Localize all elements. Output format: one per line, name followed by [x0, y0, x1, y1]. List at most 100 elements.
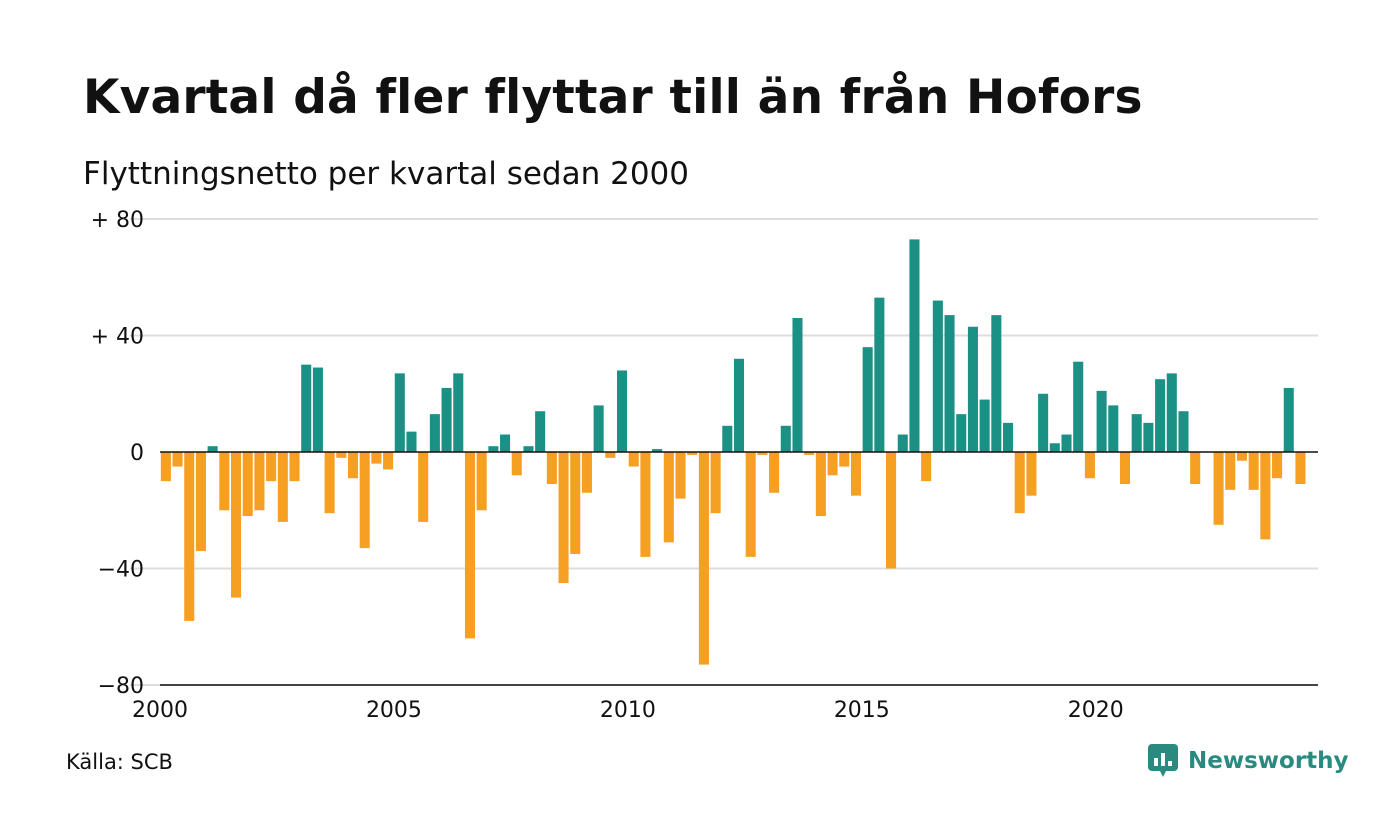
bar — [1143, 422, 1154, 452]
bar — [476, 452, 487, 511]
bar — [897, 434, 908, 452]
bar — [535, 411, 546, 452]
bar — [944, 315, 955, 452]
chart-subtitle: Flyttningsnetto per kvartal sedan 2000 — [83, 156, 689, 192]
bar — [862, 347, 873, 452]
bar — [593, 405, 604, 452]
bar — [219, 452, 230, 511]
bar — [511, 452, 522, 476]
bar — [792, 318, 803, 452]
bar — [675, 452, 686, 499]
y-tick-label: + 80 — [91, 208, 144, 233]
bar — [277, 452, 288, 522]
x-tick-label: 2005 — [366, 698, 422, 723]
bar — [652, 449, 663, 452]
bar — [1213, 452, 1224, 525]
bar — [921, 452, 932, 482]
x-tick-label: 2015 — [834, 698, 890, 723]
x-tick-label: 2000 — [132, 698, 188, 723]
bar — [184, 452, 195, 621]
bar — [1049, 443, 1060, 452]
bar — [500, 434, 511, 452]
bar — [617, 370, 628, 452]
bar — [242, 452, 253, 517]
bar — [1295, 452, 1306, 485]
bar — [464, 452, 475, 639]
y-tick-label: −80 — [98, 674, 144, 699]
bar — [1026, 452, 1037, 496]
bar — [780, 425, 791, 452]
bar — [418, 452, 429, 522]
bar — [581, 452, 592, 493]
bar — [266, 452, 277, 482]
bar — [1283, 387, 1294, 452]
y-tick-label: −40 — [98, 558, 144, 583]
bar — [827, 452, 838, 476]
bar — [570, 452, 581, 554]
bar — [1248, 452, 1259, 490]
bar — [769, 452, 780, 493]
brand-name: Newsworthy — [1188, 748, 1349, 774]
bar — [1166, 373, 1177, 452]
bar — [874, 297, 885, 452]
bar — [979, 399, 990, 452]
bar — [605, 452, 616, 458]
bar — [640, 452, 651, 557]
bar — [1190, 452, 1201, 485]
bar — [967, 326, 978, 452]
bar — [336, 452, 347, 458]
bar — [932, 300, 943, 452]
bar — [1178, 411, 1189, 452]
bar — [698, 452, 709, 665]
y-tick-label: 0 — [130, 441, 144, 466]
bar — [1225, 452, 1236, 490]
bar — [1131, 414, 1142, 452]
bar — [1260, 452, 1271, 540]
chart-title: Kvartal då fler flyttar till än från Hof… — [83, 70, 1143, 125]
bar — [523, 446, 534, 452]
x-tick-label: 2020 — [1068, 698, 1124, 723]
bar — [1084, 452, 1095, 479]
newsworthy-logo-icon — [1148, 744, 1178, 777]
bar — [886, 452, 897, 569]
bar — [687, 452, 698, 455]
bar — [1236, 452, 1247, 461]
bar — [312, 367, 323, 452]
source-note: Källa: SCB — [66, 750, 173, 774]
bar — [488, 446, 499, 452]
bar — [347, 452, 359, 479]
bar — [804, 452, 815, 455]
x-tick-label: 2010 — [600, 698, 656, 723]
bar — [324, 452, 335, 514]
bar — [546, 452, 557, 485]
bar — [1108, 405, 1119, 452]
bar — [371, 452, 382, 464]
bar — [663, 452, 674, 543]
bar — [359, 452, 370, 549]
bar — [207, 446, 218, 452]
bar — [628, 452, 639, 467]
bar — [441, 387, 452, 452]
bar — [383, 452, 394, 470]
bar — [745, 452, 756, 557]
bar — [429, 414, 440, 452]
bar — [991, 315, 1002, 452]
bar — [1003, 422, 1014, 452]
bar — [956, 414, 967, 452]
bar — [710, 452, 721, 514]
bar — [909, 239, 920, 452]
bar — [850, 452, 861, 496]
bar — [172, 452, 183, 467]
bar — [815, 452, 826, 517]
bar — [1014, 452, 1025, 514]
bar — [722, 425, 733, 452]
bar — [839, 452, 850, 467]
bar — [733, 358, 745, 452]
bar — [1272, 452, 1283, 479]
bar — [453, 373, 464, 452]
bar — [1038, 393, 1049, 452]
bar — [289, 452, 300, 482]
y-tick-label: + 40 — [91, 325, 144, 350]
